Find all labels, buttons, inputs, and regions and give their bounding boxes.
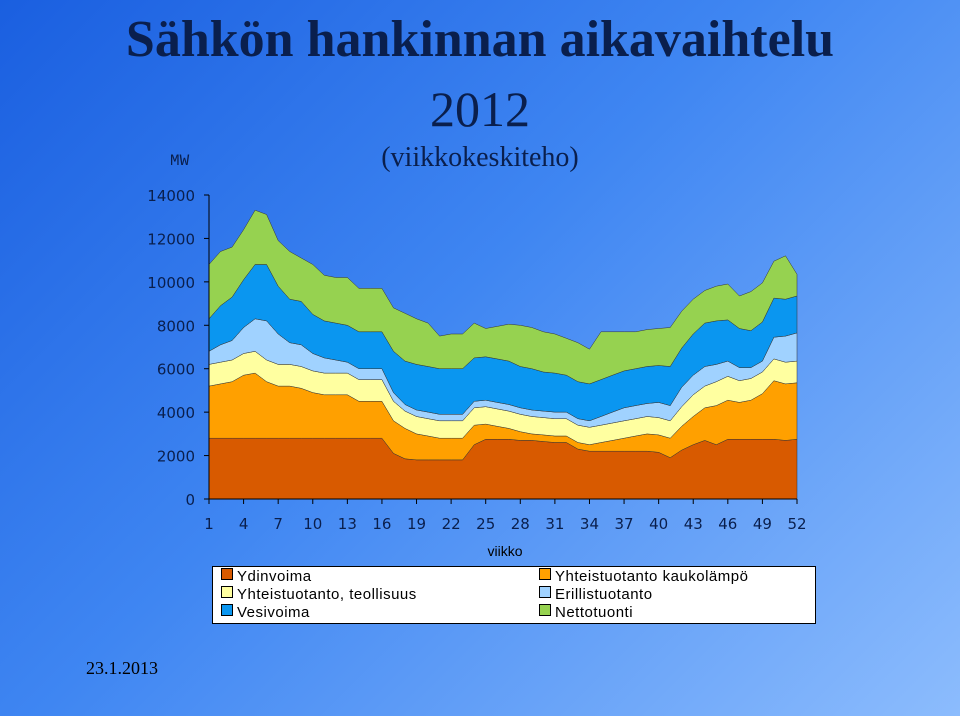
x-tick-label: 37 [615, 515, 634, 533]
x-tick-label: 13 [338, 515, 357, 533]
y-tick-label: 0 [185, 491, 195, 509]
legend-swatch-erillistuotanto [539, 586, 551, 598]
title-line-1: Sähkön hankinnan aikavaihtelu [125, 11, 835, 68]
y-tick-label: 2000 [157, 448, 195, 466]
x-tick-label: 4 [239, 515, 249, 533]
legend-swatch-ydinvoima [221, 568, 233, 580]
x-tick-label: 10 [303, 515, 322, 533]
x-tick-label: 7 [273, 515, 283, 533]
area-layer [208, 209, 798, 500]
y-tick-label: 4000 [157, 404, 195, 422]
legend-swatch-yhteistuotanto-kaukolampo [539, 568, 551, 580]
y-tick-label: 10000 [147, 274, 195, 292]
legend-item-nettotuonti: Nettotuonti [539, 604, 633, 622]
y-axis-label: MW [170, 152, 190, 170]
x-tick-label: 16 [372, 515, 391, 533]
x-tick-label: 49 [753, 515, 772, 533]
stacked-area-chart: 0 2000 4000 6000 8000 10000 12000 14000 1 4 7 10 13 1… [147, 187, 806, 559]
legend-label: Yhteistuotanto, teollisuus [237, 586, 417, 603]
x-axis-label: viikko [487, 543, 522, 559]
legend-item-vesivoima: Vesivoima [221, 604, 310, 622]
x-tick-label: 40 [649, 515, 668, 533]
title-line-2: 2012 [430, 81, 530, 137]
area-series-ydinvoima [208, 437, 798, 500]
legend-swatch-yhteistuotanto-teollisuus [221, 586, 233, 598]
legend-swatch-vesivoima [221, 604, 233, 616]
y-tick-label: 6000 [157, 361, 195, 379]
legend: Ydinvoima Yhteistuotanto, teollisuus Ves… [212, 566, 816, 624]
legend-label: Nettotuonti [555, 604, 634, 621]
y-tick-label: 14000 [147, 187, 195, 205]
footer-date: 23.1.2013 [86, 658, 158, 678]
legend-swatch-nettotuonti [539, 604, 551, 616]
x-tick-label: 25 [476, 515, 495, 533]
legend-label: Ydinvoima [237, 568, 312, 585]
legend-item-ydinvoima: Ydinvoima [221, 568, 312, 586]
x-tick-label: 1 [204, 515, 214, 533]
x-tick-label: 52 [787, 515, 806, 533]
x-tick-label: 22 [442, 515, 461, 533]
legend-label: Yhteistuotanto kaukolämpö [555, 568, 749, 585]
area-series-nettotuonti [208, 209, 798, 385]
x-tick-label: 28 [511, 515, 530, 533]
x-tick-label: 31 [545, 515, 564, 533]
axes-layer: 0 2000 4000 6000 8000 10000 12000 14000 1 4 7 10 13 1… [147, 187, 806, 533]
legend-label: Vesivoima [237, 604, 310, 621]
legend-item-yhteistuotanto-teollisuus: Yhteistuotanto, teollisuus [221, 586, 417, 604]
y-tick-label: 8000 [157, 317, 195, 335]
x-tick-label: 34 [580, 515, 599, 533]
x-tick-label: 43 [684, 515, 703, 533]
x-tick-label: 19 [407, 515, 426, 533]
legend-item-yhteistuotanto-kaukolampo: Yhteistuotanto kaukolämpö [539, 568, 748, 586]
legend-label: Erillistuotanto [555, 586, 653, 603]
title-line-3: (viikkokeskiteho) [381, 142, 579, 173]
legend-item-erillistuotanto: Erillistuotanto [539, 586, 653, 604]
y-tick-label: 12000 [147, 230, 195, 248]
x-tick-label: 46 [718, 515, 737, 533]
